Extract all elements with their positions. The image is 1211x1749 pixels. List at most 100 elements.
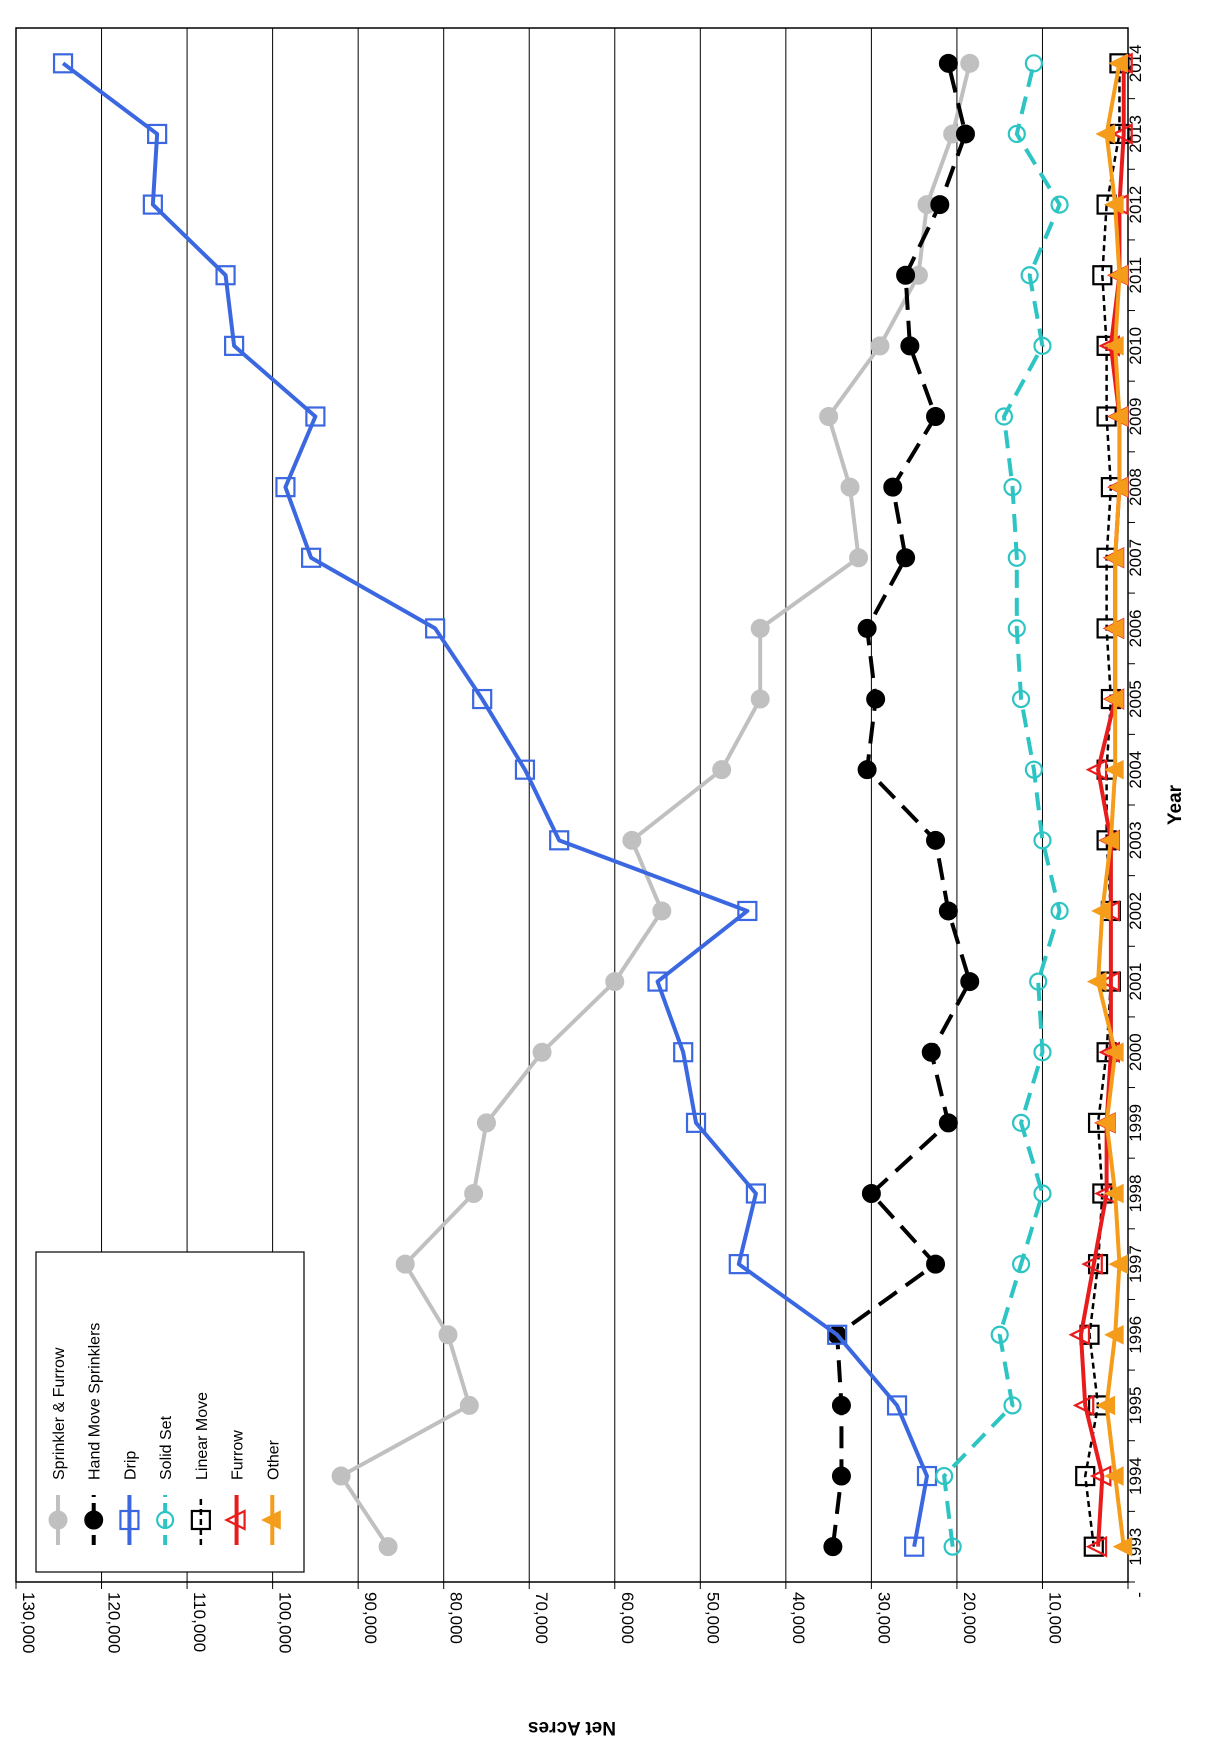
legend-item: Other xyxy=(261,1439,282,1545)
data-point xyxy=(728,1254,749,1275)
data-point xyxy=(1020,266,1039,285)
data-point xyxy=(1007,548,1026,567)
data-point xyxy=(1024,760,1044,779)
data-point xyxy=(960,972,980,992)
data-point xyxy=(464,1184,484,1203)
year-tick-label: 1995 xyxy=(1126,1386,1145,1424)
data-point xyxy=(685,1112,707,1133)
value-tick-label: 110,000 xyxy=(190,1592,209,1652)
data-point xyxy=(938,901,958,921)
data-point xyxy=(934,1466,954,1486)
data-point xyxy=(1033,1184,1052,1203)
data-point xyxy=(1033,336,1052,355)
year-tick-label: 2006 xyxy=(1126,609,1145,647)
value-axis-ticks: - 10,000 20,000 30,000 40,000 50,000 60,000 70,… xyxy=(15,1582,1150,1653)
data-point xyxy=(990,1325,1009,1344)
series-line xyxy=(61,61,929,1548)
data-point xyxy=(1024,54,1044,73)
data-point xyxy=(532,1042,552,1062)
data-point xyxy=(827,1324,848,1345)
legend-box xyxy=(35,1251,305,1573)
series-3 xyxy=(934,54,1069,1556)
data-point xyxy=(647,971,668,992)
data-point xyxy=(1104,547,1124,568)
data-point xyxy=(1003,478,1022,497)
legend-item: Hand Move Sprinklers xyxy=(84,1323,104,1545)
data-point xyxy=(1050,901,1069,921)
data-point xyxy=(896,548,916,568)
data-point xyxy=(1112,1536,1133,1557)
data-point xyxy=(1011,689,1031,709)
data-point xyxy=(142,194,163,215)
data-point xyxy=(425,618,446,639)
data-point xyxy=(849,548,869,568)
data-point xyxy=(938,1113,958,1133)
legend-item: Drip xyxy=(119,1451,140,1545)
year-tick-label: 1996 xyxy=(1126,1316,1145,1354)
legend-label: Solid Set xyxy=(158,1415,175,1480)
data-point xyxy=(926,1254,946,1274)
data-point xyxy=(1108,265,1128,286)
data-point xyxy=(1086,971,1107,992)
legend-item: Linear Move xyxy=(190,1392,211,1545)
series-1 xyxy=(823,53,980,1557)
value-tick-label: 90,000 xyxy=(361,1592,380,1644)
data-point xyxy=(900,336,920,356)
value-tick-label: 130,000 xyxy=(19,1592,38,1653)
data-point xyxy=(1003,1396,1022,1415)
data-point xyxy=(215,265,236,286)
data-point xyxy=(1011,1255,1031,1274)
data-point xyxy=(1098,970,1120,993)
data-point xyxy=(840,477,860,497)
data-point xyxy=(652,901,672,921)
data-point xyxy=(301,547,322,568)
series-line xyxy=(1096,62,1126,1547)
data-point xyxy=(1104,1042,1124,1063)
year-tick-label: 1993 xyxy=(1126,1528,1145,1566)
data-point xyxy=(750,618,770,638)
data-point xyxy=(1091,901,1111,921)
data-point xyxy=(1111,123,1133,145)
data-point xyxy=(737,900,758,922)
data-point xyxy=(224,335,245,356)
data-point xyxy=(261,1510,281,1530)
data-point xyxy=(938,53,958,73)
series-line xyxy=(942,62,1062,1547)
value-tick-label: 20,000 xyxy=(960,1592,979,1644)
x-axis-title: Year xyxy=(1165,784,1186,825)
year-tick-label: 2007 xyxy=(1126,539,1145,577)
data-point xyxy=(712,760,732,780)
legend-label: Furrow xyxy=(230,1430,247,1480)
legend-label: Drip xyxy=(122,1451,139,1480)
series-line xyxy=(339,62,972,1548)
data-point xyxy=(904,1536,925,1557)
year-tick-label: 2003 xyxy=(1126,821,1145,859)
data-point xyxy=(870,336,890,356)
value-tick-label: 80,000 xyxy=(447,1592,466,1644)
value-tick-label: 100,000 xyxy=(276,1592,295,1653)
data-point xyxy=(857,618,877,638)
data-point xyxy=(331,1466,351,1486)
data-point xyxy=(459,1395,479,1415)
year-tick-label: 2004 xyxy=(1126,751,1145,789)
data-point xyxy=(1104,1324,1124,1345)
data-point xyxy=(1099,830,1120,851)
year-tick-label: 1999 xyxy=(1126,1104,1145,1142)
data-point xyxy=(943,1537,962,1556)
data-point xyxy=(1108,406,1128,427)
data-point xyxy=(1108,53,1128,74)
series-0 xyxy=(331,53,980,1557)
data-point xyxy=(1083,1536,1104,1557)
year-tick-label: 2005 xyxy=(1126,680,1145,718)
year-tick-label: 1998 xyxy=(1126,1175,1145,1213)
data-point xyxy=(819,407,839,426)
value-tick-label: 120,000 xyxy=(105,1592,124,1653)
data-point xyxy=(1104,1466,1124,1486)
series-line xyxy=(830,62,972,1547)
data-point xyxy=(224,1509,246,1531)
year-tick-label: 2012 xyxy=(1126,186,1145,224)
data-point xyxy=(472,688,493,710)
legend-label: Hand Move Sprinklers xyxy=(87,1323,104,1480)
year-tick-label: 1997 xyxy=(1126,1245,1145,1283)
data-point xyxy=(1081,1253,1103,1275)
